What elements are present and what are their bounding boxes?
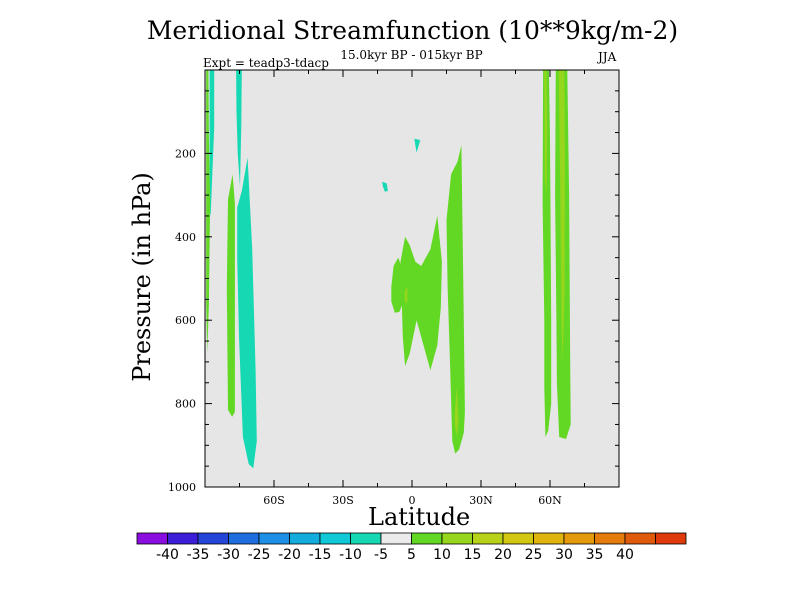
- colorbar-label: -35: [187, 547, 210, 563]
- colorbar-label: 35: [586, 547, 604, 563]
- contour-region-5: [382, 181, 388, 192]
- x-tick-label: 30S: [332, 494, 354, 507]
- colorbar-swatch: [533, 532, 565, 545]
- y-tick-label: 400: [175, 231, 196, 244]
- colorbar-swatch: [319, 532, 351, 545]
- contour-region-10: [446, 145, 465, 454]
- contour-region-12: [542, 70, 552, 437]
- x-axis-label: Latitude: [368, 503, 471, 531]
- contour-region-6: [414, 138, 421, 153]
- colorbar-label: -40: [156, 547, 179, 563]
- colorbar-label: -25: [248, 547, 271, 563]
- contour-region-13: [544, 70, 548, 196]
- colorbar-label: 10: [433, 547, 451, 563]
- contour-region-9: [404, 286, 408, 304]
- contour-region-8: [400, 215, 442, 371]
- contour-region-15: [558, 70, 565, 362]
- y-tick-label: 200: [175, 147, 196, 160]
- y-tick-label: 600: [175, 314, 196, 327]
- colorbar-swatch: [594, 532, 626, 545]
- colorbar-swatch: [624, 532, 656, 545]
- colorbar-swatch: [167, 532, 199, 545]
- colorbar-label: 5: [407, 547, 416, 563]
- colorbar-label: -10: [339, 547, 362, 563]
- colorbar-swatch: [350, 532, 382, 545]
- colorbar-label: -30: [217, 547, 240, 563]
- x-tick-label: 60S: [263, 494, 285, 507]
- contour-region-1: [206, 70, 211, 354]
- y-tick-label: 800: [175, 398, 196, 411]
- season-label: JJA: [598, 50, 617, 64]
- colorbar-swatch: [289, 532, 321, 545]
- contour-region-3: [226, 174, 235, 417]
- colorbar-swatch: [197, 532, 229, 545]
- colorbar-swatch: [441, 532, 473, 545]
- contour-region-0: [209, 70, 215, 221]
- x-tick-label: 30N: [469, 494, 493, 507]
- colorbar-label: 15: [464, 547, 482, 563]
- chart-subtitle: 15.0kyr BP - 015kyr BP: [340, 48, 483, 62]
- colorbar-label: 30: [555, 547, 573, 563]
- colorbar-swatch: [502, 532, 534, 545]
- colorbar-label: 40: [616, 547, 634, 563]
- colorbar-label: -15: [309, 547, 332, 563]
- x-tick-label: 0: [409, 494, 416, 507]
- colorbar-swatch: [411, 532, 443, 545]
- colorbar-label: 25: [525, 547, 543, 563]
- colorbar-label: -20: [278, 547, 301, 563]
- colorbar-swatch: [655, 532, 687, 545]
- colorbar-swatch: [380, 532, 412, 545]
- contour-region-2: [236, 70, 242, 187]
- colorbar-label: -5: [374, 547, 388, 563]
- colorbar-swatch: [472, 532, 504, 545]
- contour-region-4: [237, 157, 257, 469]
- colorbar-swatch: [136, 532, 168, 545]
- experiment-label: Expt = teadp3-tdacp: [203, 56, 329, 70]
- colorbar-swatch: [563, 532, 595, 545]
- y-tick-label: 1000: [168, 481, 196, 494]
- chart-title: Meridional Streamfunction (10**9kg/m-2): [146, 16, 679, 45]
- contour-region-11: [454, 386, 459, 437]
- colorbar-swatch: [228, 532, 260, 545]
- colorbar-label: 20: [494, 547, 512, 563]
- x-tick-label: 60N: [538, 494, 562, 507]
- colorbar-swatch: [258, 532, 290, 545]
